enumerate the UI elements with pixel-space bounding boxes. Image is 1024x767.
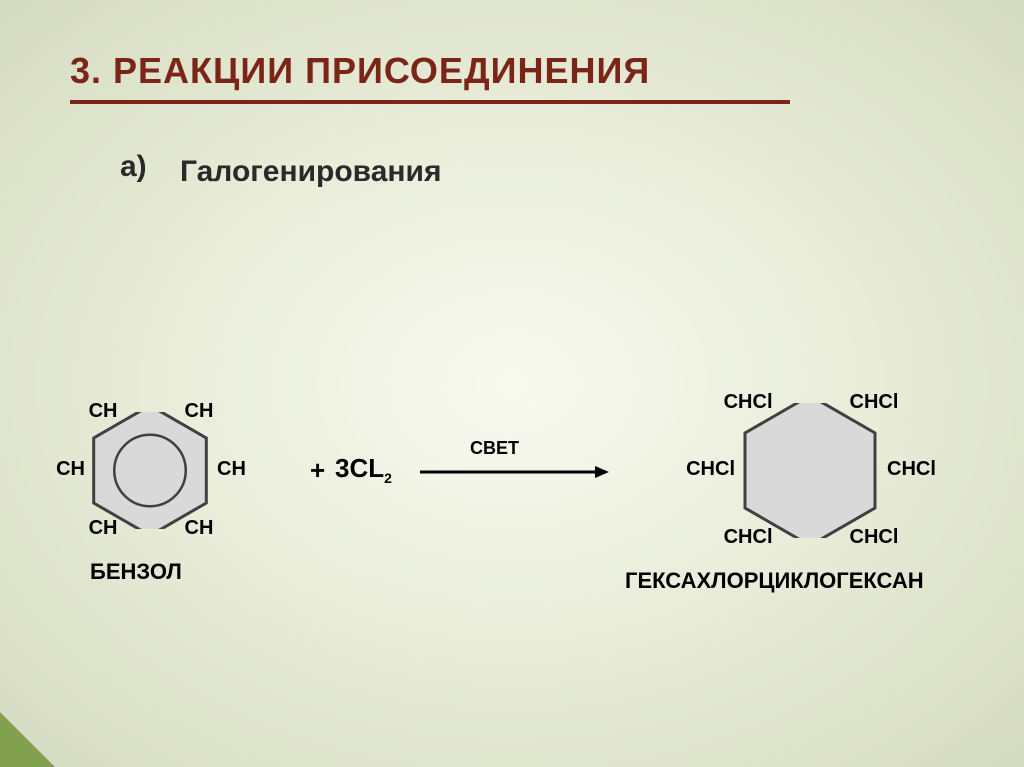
sub-letter: а) — [120, 150, 147, 184]
product-hexagon — [735, 403, 885, 538]
vertex-label: CHCl — [703, 526, 773, 549]
vertex-label: СН — [35, 458, 85, 481]
vertex-label: CHCl — [887, 458, 936, 481]
vertex-label: CHCl — [703, 391, 773, 414]
vertex-label: СН — [68, 400, 118, 423]
reagent-sub: 2 — [384, 470, 392, 486]
reaction-arrow — [420, 462, 610, 487]
sub-text: Галогенирования — [180, 155, 441, 189]
vertex-label: СН — [217, 458, 246, 481]
vertex-label: СН — [185, 517, 214, 540]
title-underline — [70, 100, 790, 104]
vertex-label: CHCl — [850, 391, 899, 414]
vertex-label: CHCl — [665, 458, 735, 481]
vertex-label: CHCl — [850, 526, 899, 549]
reactant-name: БЕНЗОЛ — [90, 559, 182, 585]
vertex-label: СН — [185, 400, 214, 423]
vertex-label: СН — [68, 517, 118, 540]
reagent-formula: CL — [349, 453, 384, 483]
arrow-label: СВЕТ — [470, 438, 519, 459]
slide-title: 3. РЕАКЦИИ ПРИСОЕДИНЕНИЯ — [70, 50, 650, 92]
corner-decoration — [0, 712, 55, 767]
reagent-coeff: 3 — [335, 453, 349, 483]
product-name: ГЕКСАХЛОРЦИКЛОГЕКСАН — [625, 568, 924, 594]
plus-sign: + — [310, 455, 325, 486]
reactant-hexagon — [85, 412, 215, 529]
reagent: 3CL2 — [335, 453, 392, 486]
